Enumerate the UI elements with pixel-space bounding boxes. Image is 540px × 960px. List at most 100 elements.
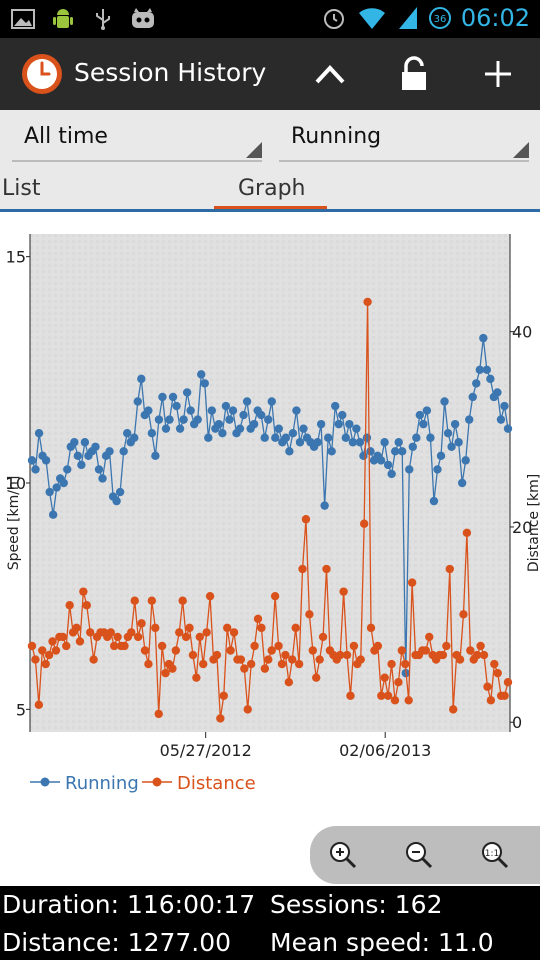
- data-point-running: [59, 478, 68, 488]
- data-point-distance: [277, 659, 287, 669]
- zoom-out-icon[interactable]: [402, 838, 436, 872]
- data-point-running: [31, 465, 40, 474]
- data-point-running: [186, 406, 195, 415]
- right-axis-title: Distance [km]: [526, 474, 540, 572]
- data-point-distance: [336, 650, 345, 660]
- data-point-distance: [442, 641, 451, 651]
- data-point-running: [345, 419, 354, 429]
- zoom-in-icon[interactable]: [326, 838, 360, 872]
- legend-label: Running: [65, 773, 139, 794]
- data-point-running: [267, 397, 276, 406]
- data-point-distance: [181, 632, 191, 642]
- data-point-distance: [75, 637, 85, 646]
- tab-list[interactable]: List: [2, 176, 41, 201]
- data-point-running: [105, 447, 114, 456]
- data-point-running: [394, 438, 403, 447]
- data-point-distance: [425, 632, 434, 642]
- dropdown-triangle-icon: [513, 142, 529, 158]
- data-point-running: [221, 401, 231, 411]
- data-point-distance: [270, 591, 280, 601]
- data-point-distance: [401, 659, 410, 669]
- data-point-distance: [404, 696, 413, 705]
- data-point-running: [408, 442, 417, 451]
- data-point-distance: [65, 601, 74, 610]
- data-point-running: [313, 438, 322, 447]
- data-point-running: [288, 429, 298, 438]
- data-point-distance: [466, 646, 475, 655]
- data-point-running: [405, 465, 414, 474]
- data-point-distance: [267, 646, 276, 655]
- data-point-running: [147, 429, 157, 438]
- data-point-running: [334, 419, 343, 429]
- data-point-distance: [171, 646, 181, 655]
- data-point-distance: [82, 601, 91, 610]
- data-point-distance: [318, 632, 328, 642]
- add-icon[interactable]: [480, 56, 516, 92]
- data-point-running: [376, 456, 386, 465]
- data-point-running: [419, 419, 428, 429]
- data-point-distance: [202, 628, 211, 637]
- data-point-distance: [339, 587, 348, 596]
- usb-icon: [96, 9, 110, 30]
- tab-graph[interactable]: Graph: [238, 176, 306, 201]
- data-point-running: [249, 419, 259, 429]
- data-point-running: [48, 510, 58, 519]
- data-point-running: [348, 438, 358, 447]
- data-point-distance: [140, 646, 150, 655]
- data-point-running: [472, 379, 481, 388]
- data-point-distance: [394, 678, 403, 687]
- gallery-icon: [11, 9, 35, 29]
- data-point-running: [204, 433, 213, 442]
- data-point-running: [34, 429, 44, 438]
- stopwatch-app-icon[interactable]: [20, 52, 64, 96]
- data-point-running: [338, 410, 347, 420]
- data-point-distance: [154, 709, 163, 719]
- data-point-running: [433, 465, 442, 474]
- activity-label: Running: [291, 124, 382, 149]
- session-chart[interactable]: 5 10 15 0 20 40 Speed [km/h] Distance [km] 05/27…: [0, 222, 540, 822]
- data-point-running: [429, 496, 439, 506]
- data-point-distance: [438, 650, 448, 660]
- data-point-distance: [41, 659, 50, 669]
- data-point-distance: [383, 691, 393, 700]
- activity-spinner[interactable]: Running: [279, 120, 529, 162]
- period-spinner[interactable]: All time: [12, 120, 262, 162]
- lock-icon[interactable]: [396, 56, 432, 92]
- legend-marker: [40, 777, 50, 787]
- right-tick-label: 20: [512, 518, 532, 537]
- data-point-distance: [349, 641, 359, 651]
- data-point-distance: [500, 691, 509, 700]
- zoom-reset-icon[interactable]: 1:1: [478, 838, 512, 872]
- data-point-running: [73, 451, 83, 461]
- data-point-distance: [421, 646, 431, 655]
- data-point-distance: [483, 682, 492, 691]
- data-point-distance: [253, 614, 263, 624]
- data-point-running: [214, 419, 224, 429]
- tab-bar: List Graph: [0, 168, 540, 210]
- mean-speed-text: Mean speed: 11.0: [270, 928, 494, 957]
- data-point-distance: [113, 632, 122, 642]
- data-point-distance: [493, 668, 502, 678]
- data-point-running: [426, 433, 435, 442]
- data-point-running: [172, 401, 181, 411]
- left-tick-label: 5: [16, 700, 26, 719]
- data-point-distance: [86, 628, 95, 637]
- data-point-running: [271, 433, 280, 442]
- data-point-distance: [144, 659, 153, 669]
- data-point-running: [235, 424, 245, 433]
- data-point-running: [41, 456, 51, 465]
- data-point-running: [197, 370, 206, 379]
- data-point-running: [359, 451, 368, 461]
- data-point-running: [45, 487, 54, 497]
- data-point-distance: [199, 659, 208, 669]
- data-point-distance: [455, 655, 465, 664]
- data-point-distance: [445, 564, 454, 574]
- status-bar: 36 06:02: [0, 0, 540, 38]
- data-point-running: [98, 474, 107, 483]
- collapse-icon[interactable]: [312, 56, 348, 92]
- data-point-distance: [246, 659, 256, 669]
- page-title: Session History: [74, 58, 267, 87]
- tab-indicator: [214, 206, 327, 210]
- left-tick-label: 15: [6, 248, 26, 267]
- data-point-running: [115, 487, 125, 497]
